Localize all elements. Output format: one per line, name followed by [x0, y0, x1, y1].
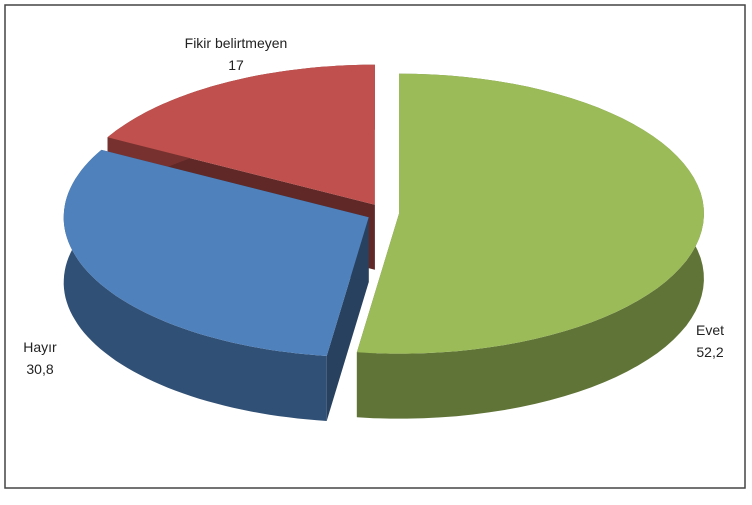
category-label: Fikir belirtmeyen: [185, 35, 288, 51]
slice: [356, 73, 704, 354]
slice-side: [63, 149, 327, 421]
category-label: Evet: [696, 322, 724, 338]
value-label: 30,8: [26, 361, 53, 377]
value-label: 52,2: [696, 344, 723, 360]
slice: [63, 149, 369, 356]
value-label: 17: [228, 57, 244, 73]
category-label: Hayır: [23, 339, 57, 355]
slice: [107, 64, 375, 205]
